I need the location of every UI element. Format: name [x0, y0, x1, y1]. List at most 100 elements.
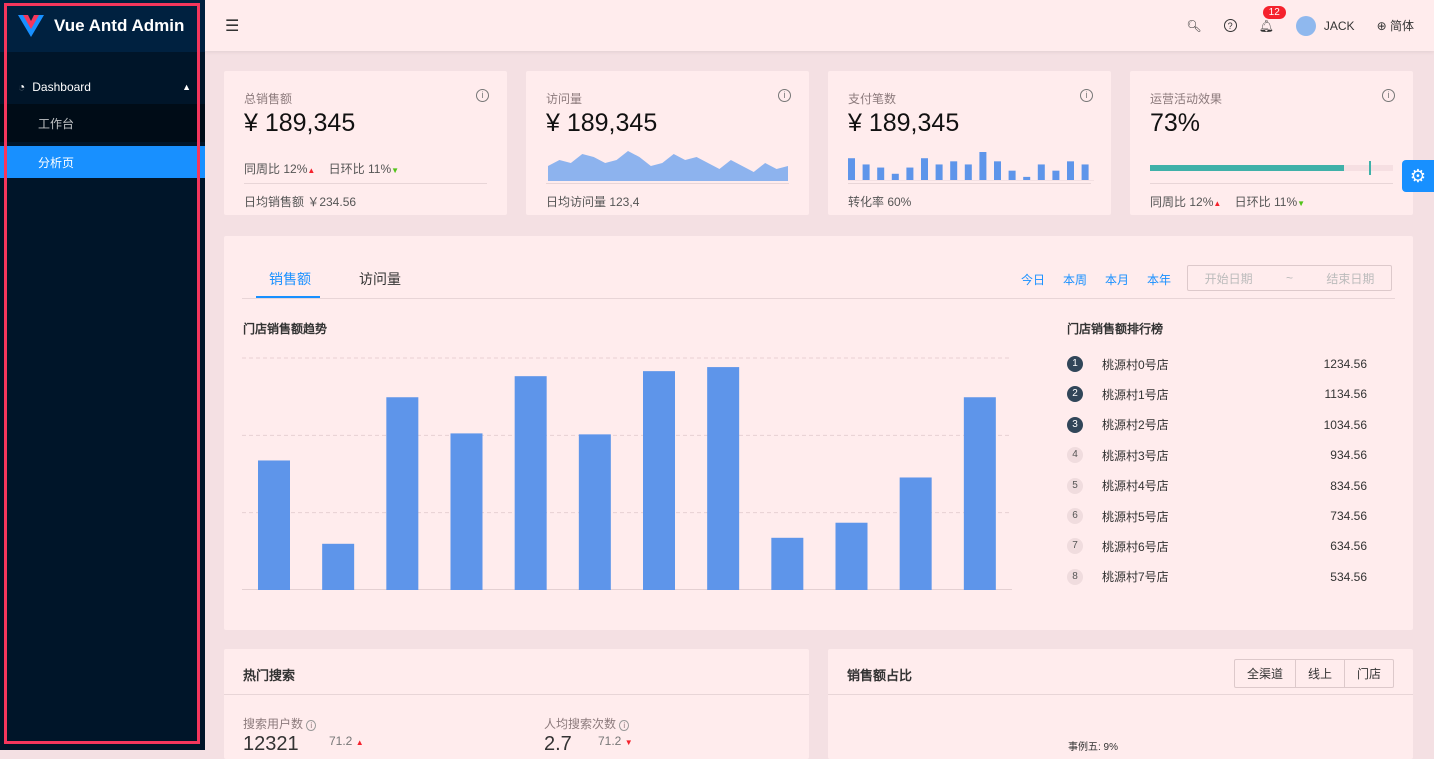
card-value: ¥ 189,345 — [546, 109, 658, 137]
avatar — [1295, 15, 1316, 36]
sales-share-card: 销售额占比 全渠道 线上 门店 事例五: 9% — [828, 649, 1413, 759]
menu-dashboard-label: Dashboard — [32, 80, 91, 94]
rank-number: 5 — [1067, 477, 1083, 494]
info-icon[interactable]: i — [1080, 89, 1093, 102]
payments-bar-chart — [848, 152, 1094, 181]
campaign-progress — [1150, 161, 1393, 175]
menu-item-workbench[interactable]: 工作台 — [0, 104, 205, 142]
username: JACK — [1323, 18, 1355, 33]
sidebar: Vue Antd Admin ◔ Dashboard ▲ 工作台 分析页 — [0, 0, 205, 750]
rank-number: 7 — [1067, 538, 1083, 555]
store-value: 534.56 — [1330, 569, 1367, 584]
bar — [450, 433, 483, 590]
notification-badge: 12 — [1262, 5, 1286, 19]
trend: 同周比 12%▲ 日环比 11%▼ — [1150, 183, 1393, 215]
start-date-input[interactable]: 开始日期 — [1204, 271, 1253, 286]
card-total-sales: 总销售额 i ¥ 189,345 同周比 12%▲ 日环比 11%▼ 日均销售额… — [224, 71, 507, 215]
mini-bar — [891, 173, 899, 180]
option-online[interactable]: 线上 — [1296, 660, 1345, 687]
mini-bar — [1008, 170, 1016, 180]
progress-fill — [1150, 165, 1345, 171]
info-icon[interactable]: i — [1382, 89, 1395, 102]
card-footer: 转化率 60% — [848, 183, 1091, 215]
ranking-item: 3 桃源村2号店 1034.56 — [1067, 415, 1367, 435]
card-payments: 支付笔数 i ¥ 189,345 转化率 60% — [828, 71, 1111, 215]
language-switch[interactable]: ⊕ 简体 — [1377, 17, 1414, 34]
store-value: 634.56 — [1330, 539, 1367, 554]
card-title: 支付笔数 — [848, 92, 897, 106]
store-name: 桃源村2号店 — [1102, 418, 1169, 433]
divider — [828, 694, 1413, 695]
hot-search-card: 热门搜索 搜索用户数 i 12321 71.2 ▲ 人均搜索次数 i 2.7 7… — [224, 649, 809, 759]
store-value: 834.56 — [1330, 478, 1367, 493]
card-title: 运营活动效果 — [1150, 92, 1223, 106]
bar — [899, 477, 932, 590]
store-value: 934.56 — [1330, 448, 1367, 463]
tab-visits[interactable]: 访问量 — [359, 271, 401, 287]
area-series — [548, 151, 788, 181]
avg-change: 71.2 ▼ — [598, 734, 633, 748]
ranking-item: 1 桃源村0号店 1234.56 — [1067, 354, 1367, 374]
user-menu[interactable]: JACK — [1295, 15, 1355, 36]
store-name: 桃源村3号店 — [1102, 448, 1169, 463]
option-store[interactable]: 门店 — [1356, 667, 1381, 681]
users-change: 71.2 ▲ — [329, 734, 364, 748]
users-label: 搜索用户数 i — [243, 715, 317, 732]
mini-bar — [950, 161, 958, 180]
header: ☰ 🔍︎ ? 🔔︎ 12 JACK ⊕ 简体 — [205, 0, 1434, 51]
range-separator: ~ — [1285, 271, 1293, 285]
mini-bar — [848, 158, 855, 180]
info-icon[interactable]: i — [778, 89, 791, 102]
avg-value: 2.7 — [544, 733, 572, 755]
rank-number: 8 — [1067, 568, 1083, 585]
menu-dashboard[interactable]: ◔ Dashboard ▲ — [0, 70, 205, 104]
channel-selector: 全渠道 线上 门店 — [1233, 659, 1394, 688]
period-week[interactable]: 本周 — [1063, 273, 1088, 287]
bar — [835, 522, 868, 590]
search-icon[interactable]: 🔍︎ — [1186, 18, 1202, 33]
store-name: 桃源村0号店 — [1102, 357, 1169, 372]
bar — [643, 371, 675, 590]
dashboard-icon: ◔ — [18, 80, 26, 94]
chart-title: 门店销售额趋势 — [243, 322, 328, 336]
menu-fold-icon[interactable]: ☰ — [225, 17, 240, 35]
mini-bar — [964, 164, 972, 180]
tabs-divider — [242, 298, 1395, 299]
mini-bar — [979, 152, 987, 180]
bar — [258, 460, 290, 590]
option-all[interactable]: 全渠道 — [1235, 660, 1296, 687]
rank-number: 1 — [1067, 356, 1083, 372]
bar — [707, 367, 740, 590]
mini-bar — [994, 161, 1001, 180]
language-label: 简体 — [1389, 19, 1414, 33]
period-year[interactable]: 本年 — [1147, 273, 1172, 287]
globe-icon: ⊕ — [1376, 19, 1387, 33]
users-value: 12321 — [243, 733, 299, 755]
tab-sales[interactable]: 销售额 — [269, 271, 311, 287]
visits-area-chart — [548, 151, 788, 181]
card-title: 销售额占比 — [847, 668, 913, 683]
card-value: 73% — [1150, 109, 1201, 137]
notification-bell[interactable]: 🔔︎ 12 — [1259, 5, 1286, 33]
card-visits: 访问量 i ¥ 189,345 日均访问量 123,4 — [526, 71, 809, 215]
ranking-item: 6 桃源村5号店 734.56 — [1067, 506, 1367, 526]
period-today[interactable]: 今日 — [1021, 273, 1046, 287]
mini-bar — [1081, 164, 1089, 180]
mini-bar — [1052, 170, 1060, 180]
bar — [514, 376, 547, 590]
ranking-item: 4 桃源村3号店 934.56 — [1067, 445, 1367, 465]
date-range-picker[interactable]: 开始日期 ~ 结束日期 — [1187, 265, 1392, 291]
menu-item-analysis[interactable]: 分析页 — [0, 146, 205, 178]
info-icon: i — [306, 720, 317, 731]
end-date-input[interactable]: 结束日期 — [1326, 271, 1375, 286]
mini-bar — [1023, 176, 1031, 180]
help-icon[interactable]: ? — [1223, 19, 1237, 32]
rank-number: 6 — [1067, 508, 1083, 524]
settings-button[interactable]: ⚙ — [1402, 160, 1434, 192]
chevron-up-icon: ▲ — [182, 82, 191, 92]
rank-number: 3 — [1067, 416, 1083, 433]
store-value: 1234.56 — [1323, 357, 1367, 371]
info-icon[interactable]: i — [476, 89, 489, 102]
period-month[interactable]: 本月 — [1105, 273, 1130, 287]
logo[interactable]: Vue Antd Admin — [0, 0, 205, 52]
